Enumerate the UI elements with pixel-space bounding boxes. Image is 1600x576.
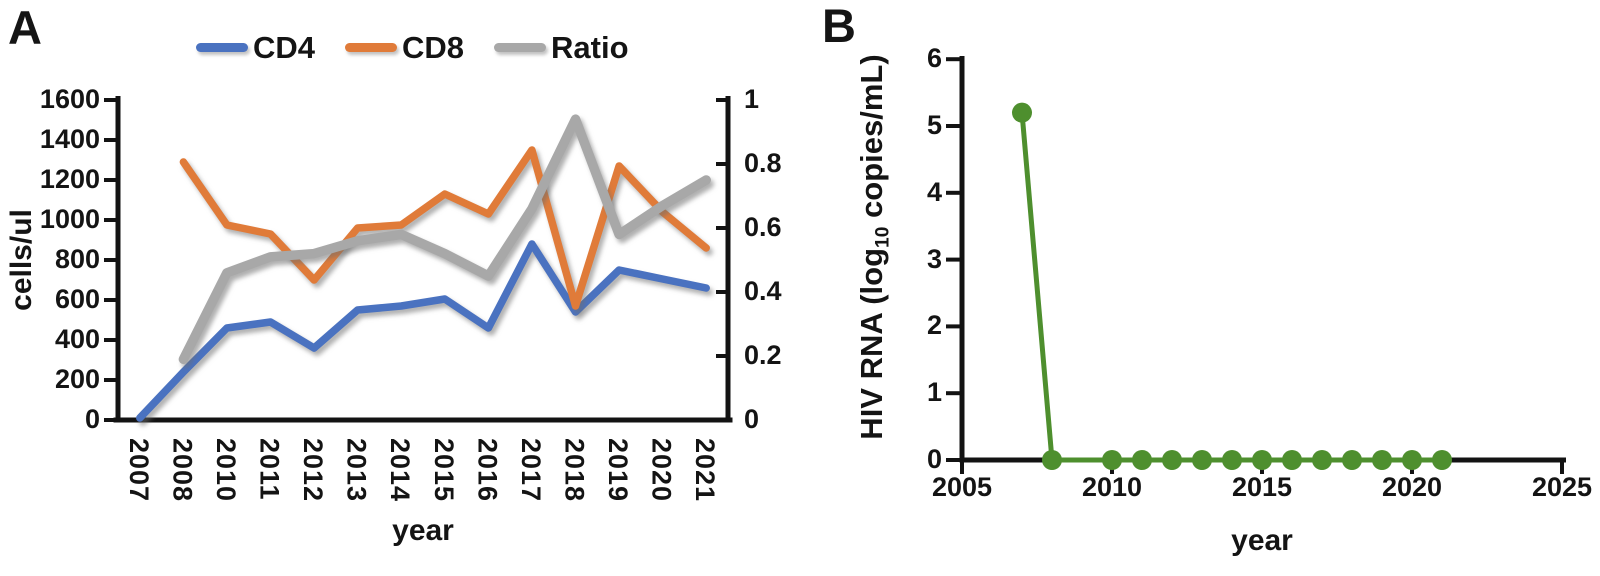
b-y-tick-label: 3 (926, 243, 942, 274)
a-y-left-tick-label: 1000 (39, 204, 100, 234)
cd4-line-swatch (196, 43, 248, 52)
a-x-tick-label: 2015 (428, 438, 459, 503)
b-y-tick-label: 4 (926, 176, 942, 207)
cd8-line-swatch (345, 43, 398, 52)
a-x-tick-label: 2012 (298, 438, 329, 503)
a-y-left-tick-label: 400 (54, 324, 100, 354)
hiv-rna-point (1192, 450, 1212, 470)
hiv-rna-point (1432, 450, 1452, 470)
a-x-tick-label: 2017 (515, 438, 546, 503)
hiv-rna-point (1132, 450, 1152, 470)
hiv-rna-point (1162, 450, 1182, 470)
hiv-rna-point (1402, 450, 1422, 470)
hiv-rna-point (1372, 450, 1392, 470)
a-y-right-tick-label: 1 (744, 84, 760, 114)
b-x-tick-label: 2020 (1381, 472, 1443, 502)
b-x-tick-label: 2010 (1081, 472, 1143, 502)
a-y-right-tick-label: 0.6 (744, 212, 782, 242)
hiv-rna-point (1252, 450, 1272, 470)
a-x-tick-label: 2007 (123, 438, 154, 503)
b-y-tick-label: 5 (926, 110, 942, 140)
a-x-tick-label: 2021 (690, 438, 721, 503)
a-x-tick-label: 2020 (646, 438, 677, 503)
a-y-left-tick-label: 600 (54, 284, 100, 314)
a-y-left-tick-label: 1400 (39, 124, 100, 154)
b-x-tick-label: 2005 (931, 472, 993, 502)
hiv-rna-point (1102, 450, 1122, 470)
ratio-line (178, 114, 711, 364)
a-y-right-tick-label: 0.4 (744, 276, 782, 306)
b-y-tick-label: 1 (926, 377, 942, 408)
ratio-line-swatch (494, 43, 547, 52)
b-y-tick-label: 6 (926, 43, 942, 74)
a-y-left-tick-label: 1600 (39, 84, 100, 114)
a-x-tick-label: 2008 (167, 438, 198, 503)
cd4-line (136, 240, 710, 422)
cd8-line (179, 146, 710, 310)
a-x-axis-title: year (392, 514, 454, 547)
hiv-rna-point (1012, 102, 1032, 123)
b-y-tick-label: 2 (926, 310, 942, 341)
a-y-left-tick-label: 1200 (39, 164, 100, 194)
a-y-left-tick-label: 800 (54, 244, 100, 274)
b-y-tick-label: 0 (926, 444, 942, 474)
legend: CD4 CD8 Ratio (196, 32, 629, 63)
b-x-tick-label: 2015 (1231, 472, 1293, 502)
legend-item-cd4: CD4 (196, 32, 315, 63)
a-x-tick-label: 2019 (603, 438, 634, 503)
legend-item-cd8: CD8 (345, 32, 464, 63)
hiv-rna-point (1282, 450, 1302, 470)
a-x-tick-label: 2018 (559, 438, 590, 503)
a-x-tick-label: 2011 (254, 438, 285, 501)
legend-item-ratio: Ratio (494, 32, 629, 63)
a-x-tick-label: 2014 (385, 438, 416, 503)
b-x-axis-title: year (1231, 524, 1293, 557)
hiv-rna-point (1222, 450, 1242, 470)
a-y-right-tick-label: 0.8 (744, 148, 782, 178)
legend-label-cd4: CD4 (253, 30, 316, 65)
hiv-rna-line (1019, 112, 1442, 463)
b-y-title-pre: HIV RNA (log (854, 247, 889, 440)
hiv-rna-point (1312, 450, 1332, 470)
legend-label-ratio: Ratio (551, 30, 629, 65)
a-y-left-tick-label: 200 (54, 364, 100, 394)
panel-b-label: B (822, 0, 856, 52)
a-x-tick-label: 2013 (341, 438, 372, 503)
a-x-tick-label: 2016 (472, 438, 503, 503)
a-y-right-tick-label: 0.2 (744, 340, 782, 370)
a-y-right-tick-label: 0 (744, 404, 760, 434)
panel-a-label: A (8, 1, 42, 54)
b-x-tick-label: 2025 (1531, 472, 1593, 502)
a-x-tick-label: 2010 (210, 438, 241, 503)
legend-label-cd8: CD8 (402, 30, 465, 65)
hiv-rna-point (1342, 450, 1362, 470)
a-y-left-tick-label: 0 (84, 404, 100, 434)
hiv-rna-point (1042, 450, 1062, 470)
